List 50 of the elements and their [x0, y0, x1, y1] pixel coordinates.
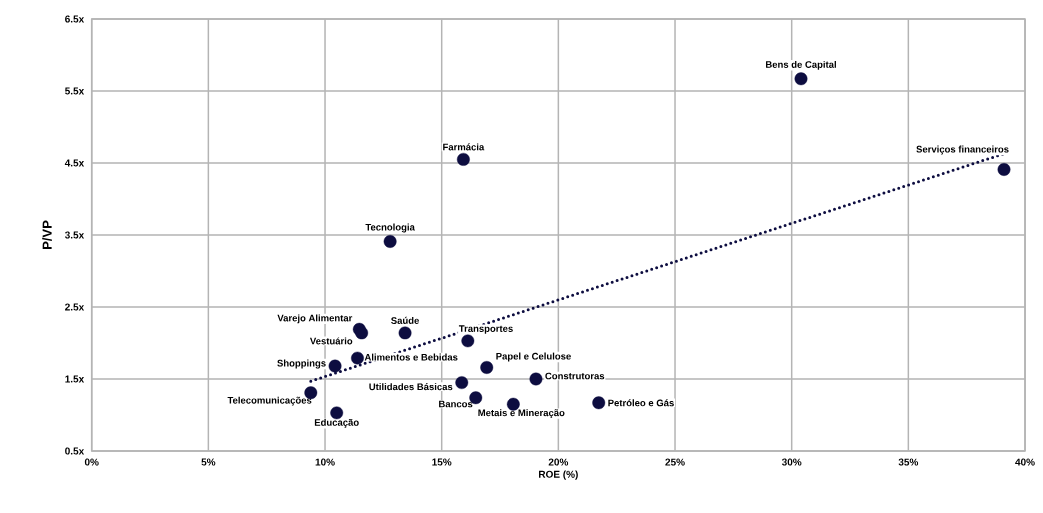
point [383, 235, 397, 248]
annotation: Bens de Capital [766, 60, 836, 70]
point [506, 397, 520, 411]
x-tick-label: 10% [315, 458, 335, 466]
annotation: Farmácia [443, 143, 485, 151]
x-tick-label: 0% [84, 458, 99, 466]
annotation: Telecomunicações [227, 396, 312, 406]
x-axis-title: ROE (%) [539, 470, 578, 480]
x-tick-label: 30% [781, 458, 802, 466]
point [592, 396, 606, 410]
point [461, 334, 475, 348]
x-tick-label: 40% [1015, 458, 1035, 466]
annotation: Educação [314, 418, 359, 428]
annotation: Transportes [458, 325, 513, 334]
y-tick-label: 5.5x [65, 87, 85, 95]
x-tick-label: 20% [548, 458, 569, 466]
annotation: Alimentos e Bebidas [364, 353, 458, 361]
point [794, 72, 808, 86]
y-tick-label: 0.5x [65, 447, 85, 455]
point [480, 361, 494, 374]
annotation: Petróleo e Gás [608, 399, 674, 407]
annotation: Vestuário [309, 337, 353, 345]
point [398, 326, 412, 340]
x-tick-label: 5% [201, 458, 216, 466]
point [455, 376, 469, 389]
y-tick-label: 1.5x [65, 375, 85, 383]
y-tick-label: 3.5x [64, 231, 85, 239]
point [997, 163, 1011, 176]
annotation: Serviços financeiros [916, 145, 1009, 155]
annotation: Bancos [439, 400, 473, 408]
point [456, 153, 470, 166]
annotation: Saúde [391, 316, 419, 324]
annotation: Utilidades Básicas [369, 383, 453, 391]
point [529, 372, 543, 386]
point [351, 351, 364, 365]
x-tick-label: 15% [432, 458, 452, 466]
x-tick-label: 25% [665, 458, 685, 466]
point [328, 359, 342, 373]
annotation: Tecnologia [365, 223, 415, 233]
annotation: Papel e Celulose [496, 352, 571, 362]
point [355, 326, 369, 340]
annotation: Metais e Mineração [478, 409, 565, 419]
annotation: Varejo Alimentar [277, 314, 353, 324]
y-tick-label: 4.5x [64, 159, 85, 167]
annotation: Construtoras [545, 372, 605, 380]
annotation: Shoppings [277, 359, 326, 369]
y-tick-label: 2.5x [65, 303, 85, 311]
y-axis-title: P/VP [42, 220, 52, 249]
y-tick-label: 6.5x [65, 15, 85, 23]
x-tick-label: 35% [898, 458, 919, 466]
